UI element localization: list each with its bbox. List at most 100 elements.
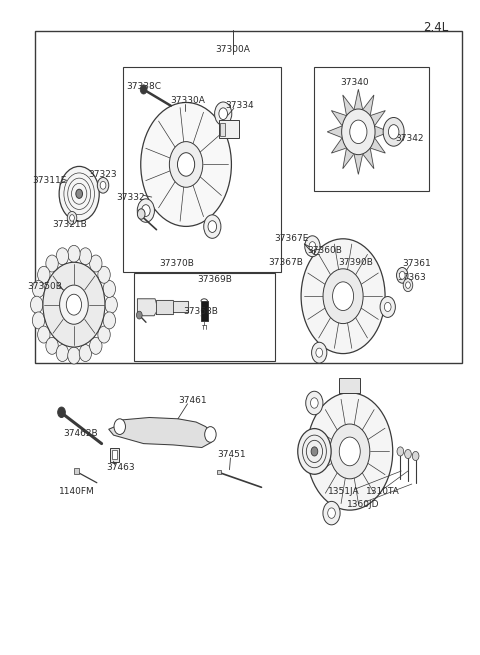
Bar [74,468,79,474]
Circle shape [67,212,77,225]
Circle shape [141,102,231,227]
Circle shape [56,345,69,362]
Text: 37462B: 37462B [63,428,97,438]
Circle shape [388,124,399,139]
Bar [110,447,119,462]
Polygon shape [354,90,363,110]
Circle shape [307,393,393,510]
Bar [134,273,275,362]
Circle shape [323,269,363,324]
Circle shape [58,407,65,417]
Circle shape [100,181,106,189]
Circle shape [316,348,323,357]
Circle shape [328,508,336,518]
Text: 1140FM: 1140FM [59,487,95,496]
Circle shape [140,85,147,94]
Text: 37323: 37323 [89,170,117,179]
Bar [201,301,207,321]
Circle shape [90,337,102,354]
Circle shape [380,297,396,318]
Circle shape [66,294,82,315]
Circle shape [103,312,116,329]
Circle shape [32,312,45,329]
Text: 37338C: 37338C [126,82,161,90]
Text: 37332: 37332 [116,193,144,202]
Circle shape [178,153,195,176]
Bar [339,379,360,393]
Bar [112,450,117,459]
Polygon shape [327,126,342,138]
Circle shape [219,108,228,120]
Bar [35,31,462,364]
Circle shape [312,343,327,363]
Polygon shape [332,111,347,126]
Circle shape [56,248,69,265]
Bar [220,123,225,136]
Circle shape [59,166,99,221]
Circle shape [97,178,109,193]
Circle shape [397,447,404,456]
Circle shape [204,426,216,442]
Circle shape [412,451,419,460]
Circle shape [68,347,80,364]
Circle shape [37,326,50,343]
Circle shape [309,242,316,251]
Circle shape [76,189,83,198]
Bar [123,67,281,272]
Text: 37342: 37342 [395,134,424,143]
Text: 37334: 37334 [226,102,254,110]
Circle shape [383,117,404,146]
Circle shape [306,391,323,415]
Circle shape [31,296,43,313]
Circle shape [32,280,45,297]
Text: 37370B: 37370B [159,259,194,268]
Circle shape [403,278,413,291]
Circle shape [204,215,221,238]
Text: 37311E: 37311E [32,176,66,185]
Text: 37367E: 37367E [275,234,309,243]
Circle shape [384,303,391,312]
Circle shape [399,271,405,279]
Circle shape [46,337,58,354]
Circle shape [305,236,320,257]
Bar [218,120,239,138]
Polygon shape [332,138,347,153]
Bar [314,67,429,191]
Text: 37463: 37463 [107,463,135,472]
Circle shape [142,205,150,216]
Circle shape [330,424,370,479]
Circle shape [301,239,385,354]
Polygon shape [343,148,354,168]
Text: 37300A: 37300A [216,45,250,54]
Text: 37363: 37363 [397,273,426,282]
Circle shape [342,109,375,155]
Polygon shape [109,417,214,447]
Text: 37361: 37361 [402,259,431,268]
Text: 37360B: 37360B [308,246,342,255]
Circle shape [208,221,216,233]
Circle shape [405,449,411,458]
Text: 37451: 37451 [217,450,246,459]
Polygon shape [374,126,389,138]
Circle shape [98,326,110,343]
Circle shape [350,120,367,143]
Polygon shape [363,95,374,116]
Text: 37350B: 37350B [27,282,62,291]
Circle shape [98,267,110,283]
Circle shape [298,428,331,474]
Text: 37321B: 37321B [52,220,87,229]
Circle shape [311,398,318,408]
Circle shape [137,199,155,222]
Polygon shape [370,138,385,153]
Text: 1360JD: 1360JD [347,500,379,510]
Circle shape [37,267,50,283]
Text: 2.4L: 2.4L [423,21,448,34]
Text: 37369B: 37369B [198,274,233,284]
Polygon shape [156,300,173,314]
Circle shape [90,255,102,272]
Text: 37340: 37340 [340,79,369,87]
Bar [217,470,221,474]
Circle shape [43,262,105,347]
Polygon shape [363,148,374,168]
Text: 1351JA: 1351JA [328,487,360,496]
